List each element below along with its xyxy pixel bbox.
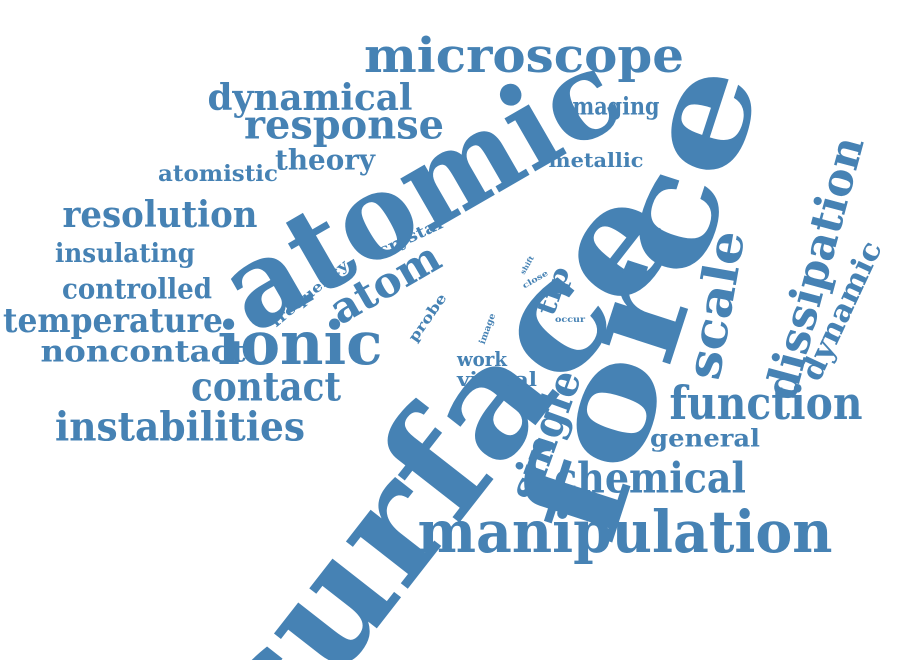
cloud-word-dynamical: dynamical [208,77,413,119]
word-cloud-words: surfaceatomicforcemanipulationmicroscope… [3,21,890,660]
cloud-word-metallic: metallic [549,148,644,172]
cloud-word-theory: theory [275,144,376,177]
cloud-word-function: function [670,376,863,430]
cloud-word-manipulation: manipulation [418,498,833,566]
cloud-word-insulating: insulating [55,239,195,269]
cloud-word-work: work [456,347,508,371]
cloud-word-chemical: chemical [554,454,746,503]
cloud-word-temperature: temperature [3,301,223,341]
cloud-word-imaging: imaging [565,92,660,121]
cloud-word-noncontact: noncontact [41,335,246,370]
cloud-word-microscope: microscope [364,28,684,84]
cloud-word-response: response [244,102,444,149]
cloud-word-controlled: controlled [62,273,212,306]
cloud-word-virtual: virtual [456,367,538,391]
cloud-word-instabilities: instabilities [55,404,305,451]
cloud-word-contact: contact [191,364,341,411]
cloud-word-atomistic: atomistic [158,161,278,187]
cloud-word-resolution: resolution [63,194,258,236]
cloud-word-occur: occur [555,314,586,324]
cloud-word-ionic: ionic [218,309,383,379]
cloud-word-general: general [650,424,760,453]
